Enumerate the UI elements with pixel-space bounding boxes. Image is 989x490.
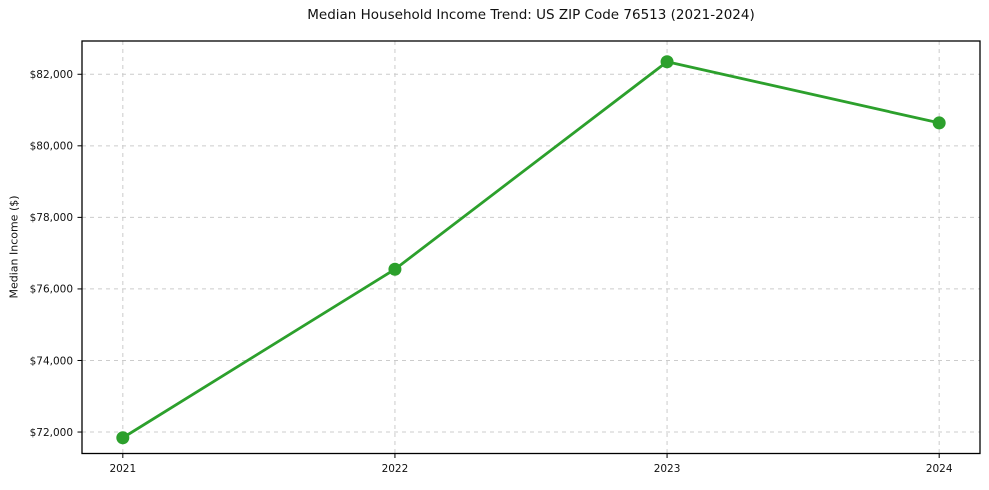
x-tick-label: 2023 — [654, 463, 681, 475]
x-tick-label: 2021 — [109, 463, 136, 475]
data-point — [388, 262, 402, 276]
y-tick-label: $76,000 — [30, 284, 73, 296]
x-tick-label: 2024 — [926, 463, 953, 475]
chart-title: Median Household Income Trend: US ZIP Co… — [307, 7, 755, 23]
y-tick-label: $80,000 — [30, 141, 73, 153]
plot-border — [81, 40, 981, 455]
y-tick-label: $72,000 — [30, 427, 73, 439]
trend-line — [121, 60, 941, 440]
y-tick-label: $74,000 — [30, 355, 73, 367]
y-tick-label: $82,000 — [30, 69, 73, 81]
data-point — [660, 55, 674, 69]
x-tick-label: 2022 — [382, 463, 409, 475]
data-point — [116, 431, 130, 445]
data-point — [932, 116, 946, 130]
y-tick-label: $78,000 — [30, 212, 73, 224]
